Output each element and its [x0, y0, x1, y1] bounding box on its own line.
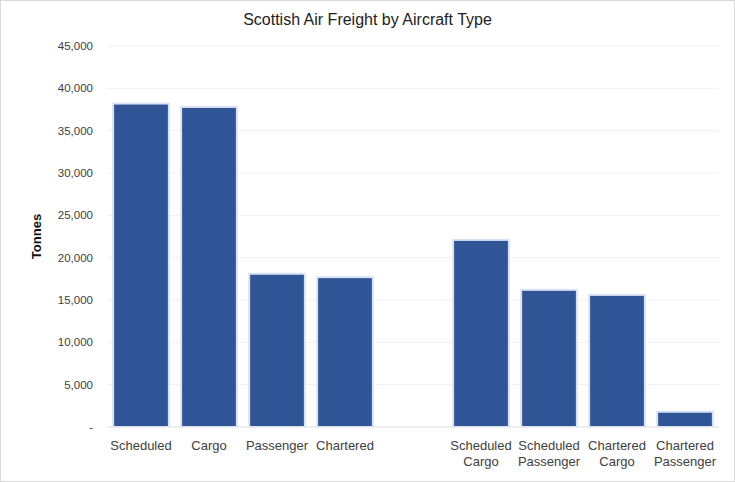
bar	[181, 107, 237, 427]
bars	[113, 104, 713, 427]
x-tick-label: Passenger	[246, 438, 309, 453]
y-tick-label: 25,000	[58, 209, 93, 221]
y-tick-label: -	[89, 421, 93, 433]
bar	[589, 295, 645, 427]
grid-line	[107, 46, 719, 47]
bar	[249, 274, 305, 427]
y-tick-label: 35,000	[58, 125, 93, 137]
x-tick-label: ScheduledCargo	[450, 438, 511, 469]
y-tick-label: 45,000	[58, 40, 93, 52]
bar	[453, 240, 509, 427]
bar	[521, 290, 577, 427]
y-tick-label: 10,000	[58, 336, 93, 348]
x-tick-label: ScheduledPassenger	[518, 438, 581, 469]
chart-border	[1, 1, 735, 482]
x-tick-label: CharteredPassenger	[654, 438, 717, 469]
chart: Scottish Air Freight by Aircraft Type Ton…	[0, 0, 735, 482]
y-tick-label: 30,000	[58, 167, 93, 179]
bar	[317, 277, 373, 427]
x-tick-label: Scheduled	[110, 438, 171, 453]
y-axis-label: Tonnes	[29, 214, 44, 259]
y-tick-label: 40,000	[58, 82, 93, 94]
bar	[657, 412, 713, 427]
y-tick-label: 5,000	[64, 379, 93, 391]
x-tick-label: Chartered	[316, 438, 374, 453]
x-tick-label: Cargo	[191, 438, 226, 453]
grid-line	[107, 88, 719, 89]
x-tick-label: CharteredCargo	[588, 438, 646, 469]
y-tick-label: 15,000	[58, 294, 93, 306]
bar	[113, 104, 169, 427]
title: Scottish Air Freight by Aircraft Type	[243, 11, 492, 28]
y-tick-label: 20,000	[58, 252, 93, 264]
